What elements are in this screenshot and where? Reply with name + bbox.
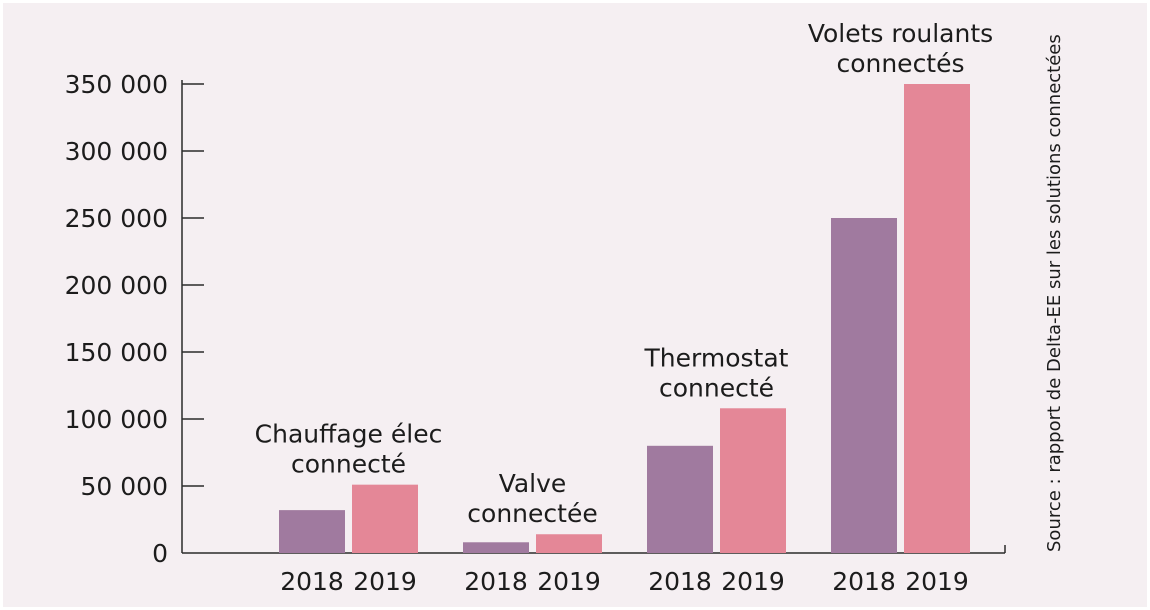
x-tick-labels: 2018 2019 2018 2019 2018 2019 2018 2019 — [280, 567, 969, 596]
x-tick-label: 2019 — [905, 567, 969, 596]
x-tick-label: 2019 — [721, 567, 785, 596]
category-label: connectés — [836, 49, 964, 78]
x-tick-label: 2018 — [464, 567, 528, 596]
y-tick-label: 50 000 — [81, 472, 168, 501]
category-label: connecté — [291, 450, 406, 479]
y-tick-label: 350 000 — [65, 70, 168, 99]
category-labels: Chauffage élecconnectéValveconnectéeTher… — [255, 19, 994, 528]
y-axis: 0 50 000 100 000 150 000 200 000 250 000 300 0… — [65, 70, 204, 568]
category-label: connecté — [659, 373, 774, 402]
source-note: Source : rapport de Delta-EE sur les sol… — [1044, 34, 1065, 552]
x-tick-label: 2018 — [648, 567, 712, 596]
category-label: Chauffage élec — [255, 420, 443, 449]
category-label: Valve — [499, 469, 567, 498]
bars — [279, 84, 970, 553]
x-tick-label: 2019 — [353, 567, 417, 596]
bar-2018-0 — [279, 510, 345, 553]
bar-2019-2 — [720, 408, 786, 553]
bar-2019-0 — [352, 484, 418, 553]
x-tick-label: 2018 — [280, 567, 344, 596]
category-label: connectée — [467, 499, 597, 528]
category-label: Thermostat — [644, 343, 789, 372]
x-tick-label: 2018 — [832, 567, 896, 596]
bar-2019-3 — [904, 84, 970, 553]
category-label: Volets roulants — [808, 19, 993, 48]
y-tick-label: 100 000 — [65, 405, 168, 434]
y-tick-label: 0 — [152, 539, 168, 568]
y-tick-label: 150 000 — [65, 338, 168, 367]
bar-2018-2 — [647, 445, 713, 553]
bar-2019-1 — [536, 534, 602, 553]
y-tick-label: 250 000 — [65, 204, 168, 233]
y-tick-label: 200 000 — [65, 271, 168, 300]
y-tick-label: 300 000 — [65, 137, 168, 166]
x-tick-label: 2019 — [537, 567, 601, 596]
bar-2018-3 — [831, 218, 897, 553]
bar-2018-1 — [463, 542, 529, 553]
